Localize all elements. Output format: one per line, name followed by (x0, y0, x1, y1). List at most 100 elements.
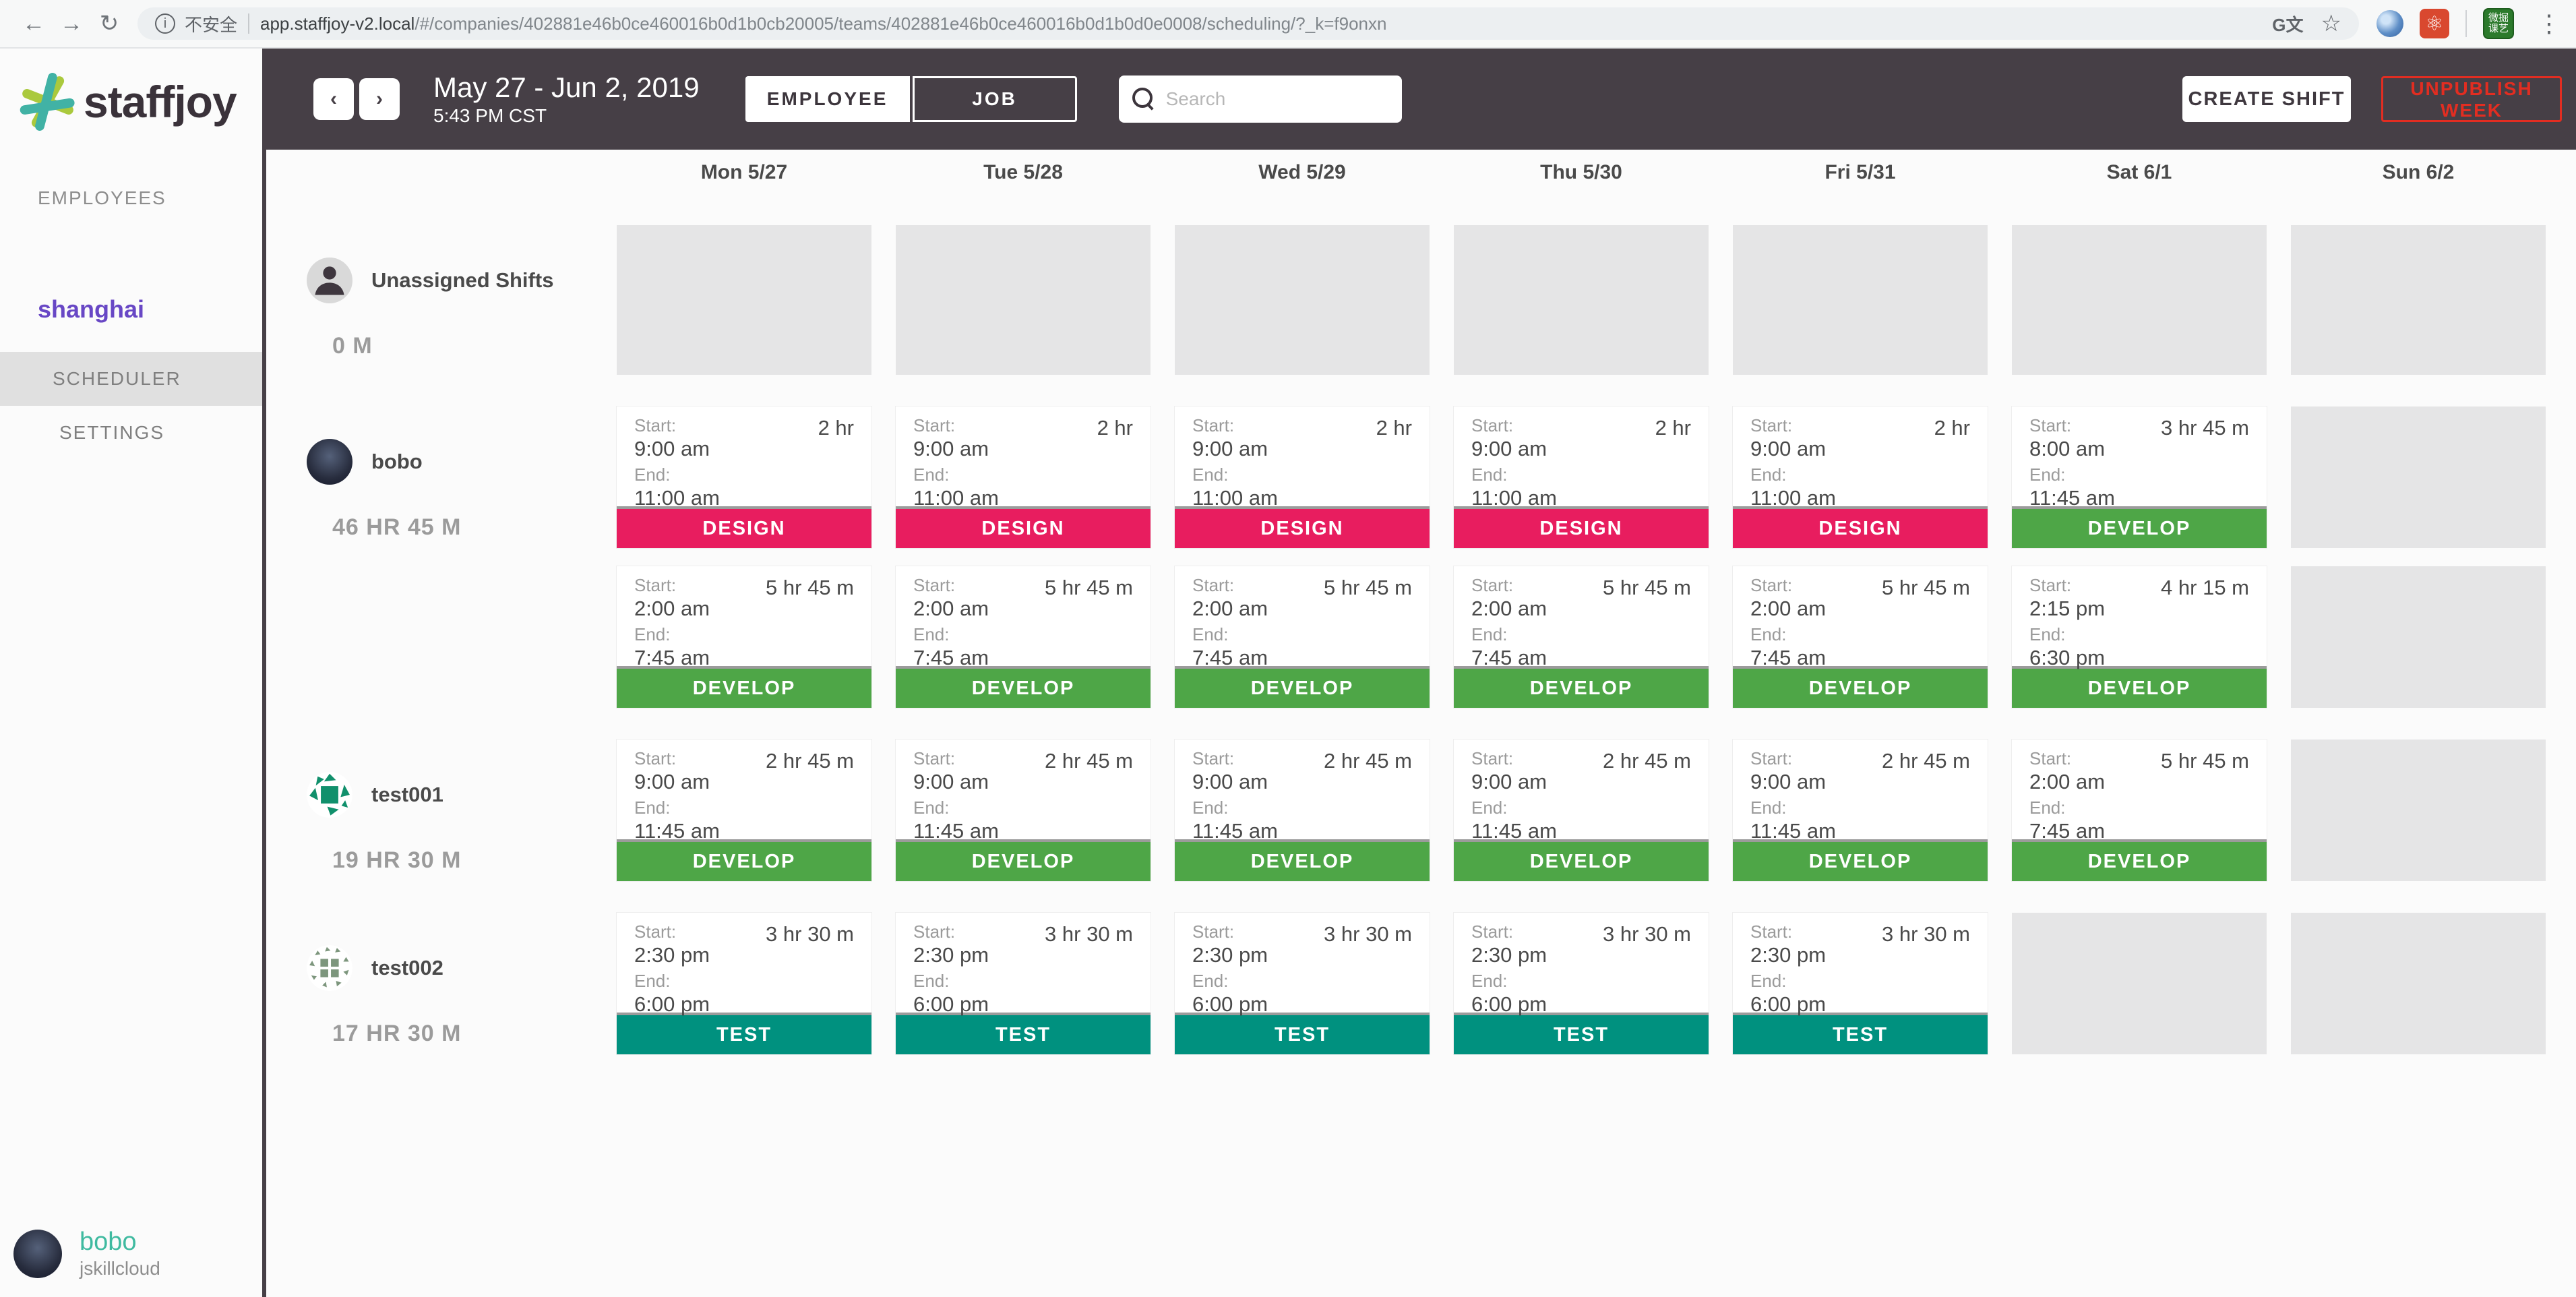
start-label: Start: (2029, 415, 2072, 435)
shift-card[interactable]: Start: 2:00 am 5 hr 45 m End: 7:45 am DEVELOP (1733, 566, 1988, 708)
shift-card[interactable]: Start: 2:30 pm 3 hr 30 m End: 6:00 pm TEST (617, 913, 871, 1054)
shift-duration: 5 hr 45 m (1324, 576, 1412, 599)
shift-card[interactable]: Start: 9:00 am 2 hr 45 m End: 11:45 am DEVELO… (896, 740, 1151, 881)
shift-card[interactable]: Start: 9:00 am 2 hr 45 m End: 11:45 am DEVELO… (1175, 740, 1430, 881)
start-label: Start: (1471, 922, 1514, 942)
shift-times: Start: 2:30 pm 3 hr 30 m (1192, 922, 1412, 971)
view-toggle-employee[interactable]: EMPLOYEE (745, 76, 910, 122)
sidebar-item-employees[interactable]: EMPLOYEES (38, 187, 166, 208)
shift-card-body: Start: 2:00 am 5 hr 45 m End: 7:45 am (2012, 740, 2267, 842)
shift-start: Start: 2:00 am (2029, 748, 2105, 798)
shift-card[interactable]: Start: 9:00 am 2 hr 45 m End: 11:45 am DEVELO… (617, 740, 871, 881)
unpublish-week-button[interactable]: UNPUBLISH WEEK (2381, 76, 2562, 122)
shift-job-label: DESIGN (896, 506, 1151, 548)
shift-card-body: Start: 2:00 am 5 hr 45 m End: 7:45 am (1175, 566, 1430, 669)
end-label: End: (1471, 624, 1508, 644)
shift-times: Start: 2:15 pm 4 hr 15 m (2029, 575, 2249, 625)
extension-red-icon[interactable]: ⚛ (2420, 9, 2449, 38)
shift-card[interactable]: Start: 2:30 pm 3 hr 30 m End: 6:00 pm TEST (1175, 913, 1430, 1054)
shift-card-body: Start: 9:00 am 2 hr 45 m End: 11:45 am (1733, 740, 1988, 842)
shift-card[interactable]: Start: 9:00 am 2 hr End: 11:00 am DESIGN (1733, 406, 1988, 548)
start-label: Start: (634, 922, 677, 942)
shift-start: Start: 2:30 pm (634, 922, 710, 971)
employee-identicon-avatar (307, 772, 352, 818)
sidebar-user[interactable]: bobo jskillcloud (13, 1228, 160, 1279)
shift-times: Start: 9:00 am 2 hr (1192, 415, 1412, 465)
shift-duration: 2 hr 45 m (766, 749, 854, 773)
shift-times: Start: 9:00 am 2 hr 45 m (1471, 748, 1691, 798)
day-header: Fri 5/31 (1824, 161, 1896, 183)
shift-times: Start: 2:00 am 5 hr 45 m (2029, 748, 2249, 798)
shift-duration: 5 hr 45 m (1603, 576, 1691, 599)
shift-card[interactable]: Start: 2:00 am 5 hr 45 m End: 7:45 am DEVELOP (1175, 566, 1430, 708)
bookmark-star-icon[interactable]: ☆ (2321, 11, 2341, 36)
day-header: Mon 5/27 (700, 161, 788, 183)
forward-icon[interactable]: → (60, 10, 83, 36)
end-label: End: (1471, 970, 1508, 991)
shift-card[interactable]: Start: 9:00 am 2 hr End: 11:00 am DESIGN (617, 406, 871, 548)
sidebar-item-settings[interactable]: SETTINGS (59, 422, 165, 443)
end-label: End: (2029, 797, 2066, 818)
start-time: 9:00 am (1750, 437, 1827, 461)
browser-menu-icon[interactable]: ⋮ (2537, 9, 2561, 37)
shift-start: Start: 2:30 pm (1471, 922, 1547, 971)
start-time: 2:00 am (913, 597, 989, 621)
end-label: End: (913, 464, 950, 485)
search-input[interactable] (1165, 88, 1388, 110)
reload-icon[interactable]: ↻ (99, 11, 119, 36)
shift-duration: 2 hr 45 m (1045, 749, 1133, 773)
shift-card-body: Start: 9:00 am 2 hr End: 11:00 am (1733, 406, 1988, 509)
address-bar[interactable]: i 不安全 app.staffjoy-v2.local /#/companies… (137, 7, 2359, 40)
shift-card[interactable]: Start: 2:00 am 5 hr 45 m End: 7:45 am DEVELOP (2012, 740, 2267, 881)
next-week-button[interactable]: › (359, 78, 400, 120)
shift-card[interactable]: Start: 9:00 am 2 hr End: 11:00 am DESIGN (1175, 406, 1430, 548)
start-label: Start: (2029, 748, 2072, 768)
schedule-row: Unassigned Shifts 0 M (266, 225, 2576, 375)
end-label: End: (634, 970, 671, 991)
user-avatar (13, 1229, 62, 1278)
translate-icon[interactable]: G文 (2272, 14, 2304, 35)
end-label: End: (1750, 624, 1787, 644)
shift-card[interactable]: Start: 2:15 pm 4 hr 15 m End: 6:30 pm DEVELOP (2012, 566, 2267, 708)
shift-card[interactable]: Start: 9:00 am 2 hr End: 11:00 am DESIGN (896, 406, 1151, 548)
shift-card[interactable]: Start: 2:30 pm 3 hr 30 m End: 6:00 pm TEST (896, 913, 1151, 1054)
shift-card[interactable]: Start: 2:30 pm 3 hr 30 m End: 6:00 pm TEST (1454, 913, 1709, 1054)
shift-card[interactable]: Start: 8:00 am 3 hr 45 m End: 11:45 am DEVELO… (2012, 406, 2267, 548)
search-icon (1132, 88, 1155, 111)
shift-job-label: DESIGN (1733, 506, 1988, 548)
shift-card-body: Start: 2:00 am 5 hr 45 m End: 7:45 am (617, 566, 871, 669)
site-info-icon[interactable]: i (155, 13, 175, 34)
shift-start: Start: 2:30 pm (1192, 922, 1268, 971)
end-label: End: (634, 624, 671, 644)
shift-job-label: DEVELOP (617, 839, 871, 881)
extension-green-icon[interactable]: 微掘 课艺 (2483, 8, 2514, 39)
shift-card[interactable]: Start: 9:00 am 2 hr 45 m End: 11:45 am DEVELO… (1733, 740, 1988, 881)
sidebar-item-scheduler[interactable]: SCHEDULER (0, 352, 262, 406)
shift-start: Start: 9:00 am (634, 748, 710, 798)
row-cells: Start: 2:30 pm 3 hr 30 m End: 6:00 pm TEST Sta… (617, 913, 2576, 1054)
empty-cell (2012, 225, 2267, 375)
empty-cell (2291, 913, 2546, 1054)
shift-job-label: DEVELOP (617, 666, 871, 708)
shift-card[interactable]: Start: 2:00 am 5 hr 45 m End: 7:45 am DEVELOP (896, 566, 1151, 708)
shift-line: Start: 2:00 am 5 hr 45 m End: 7:45 am DEVELOP… (617, 566, 2576, 708)
shift-card[interactable]: Start: 2:00 am 5 hr 45 m End: 7:45 am DEVELOP (617, 566, 871, 708)
staffjoy-logo[interactable]: staffjoy (0, 49, 262, 131)
create-shift-button[interactable]: CREATE SHIFT (2182, 76, 2351, 122)
sidebar-team-name[interactable]: shanghai (38, 295, 145, 323)
view-toggle-job[interactable]: JOB (912, 76, 1077, 122)
shift-card[interactable]: Start: 2:00 am 5 hr 45 m End: 7:45 am DEVELOP (1454, 566, 1709, 708)
logo-wordmark: staffjoy (84, 77, 237, 127)
day-header: Thu 5/30 (1540, 161, 1622, 183)
shift-start: Start: 9:00 am (1471, 748, 1547, 798)
shift-card[interactable]: Start: 2:30 pm 3 hr 30 m End: 6:00 pm TEST (1733, 913, 1988, 1054)
back-icon[interactable]: ← (22, 10, 45, 36)
row-label-top: test001 (307, 772, 617, 818)
shift-card[interactable]: Start: 9:00 am 2 hr End: 11:00 am DESIGN (1454, 406, 1709, 548)
not-secure-label: 不安全 (185, 14, 238, 35)
end-label: End: (1750, 797, 1787, 818)
prev-week-button[interactable]: ‹ (313, 78, 354, 120)
extension-blue-icon[interactable] (2376, 10, 2403, 37)
shift-card[interactable]: Start: 9:00 am 2 hr 45 m End: 11:45 am DEVELO… (1454, 740, 1709, 881)
